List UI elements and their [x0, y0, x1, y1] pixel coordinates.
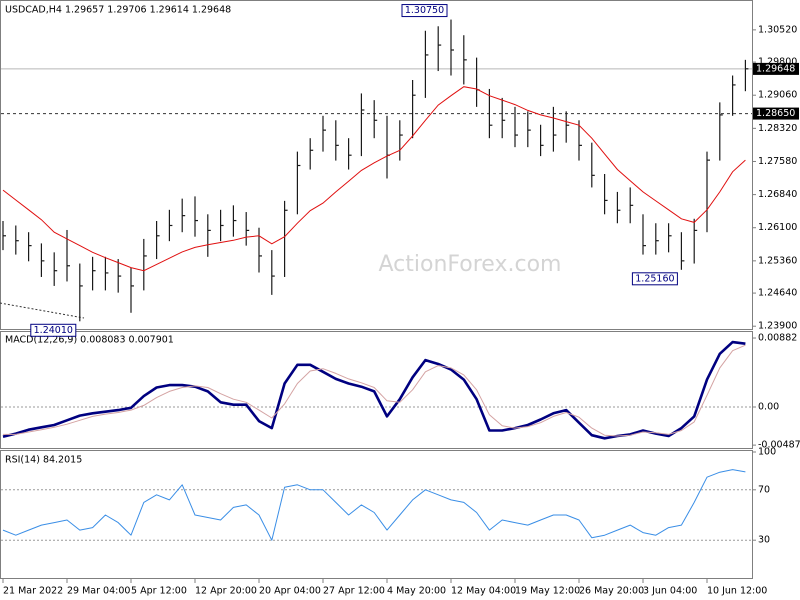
x-tick-label: 20 Apr 04:00 — [259, 586, 321, 597]
x-tick-label: 3 Jun 04:00 — [643, 586, 697, 597]
y-tick-label: 70 — [758, 484, 770, 495]
x-tick-label: 5 Apr 12:00 — [131, 586, 187, 597]
macd-title: MACD(12,26,9) 0.008083 0.007901 — [5, 335, 174, 346]
rsi-title: RSI(14) 84.2015 — [5, 455, 82, 466]
y-tick-label: 1.25360 — [758, 255, 797, 266]
y-tick-label: 100 — [758, 447, 776, 458]
x-tick-label: 29 Mar 04:00 — [67, 586, 130, 597]
x-tick-label: 26 May 20:00 — [579, 586, 644, 597]
y-tick-label: 1.26840 — [758, 189, 797, 200]
annotation-box — [631, 272, 678, 286]
y-tick-label: 1.28320 — [758, 123, 797, 134]
x-tick-label: 27 Apr 12:00 — [323, 586, 385, 597]
x-tick-label: 12 May 04:00 — [451, 586, 516, 597]
y-tick-label: 0.00 — [758, 402, 779, 413]
rsi-panel — [0, 450, 753, 579]
annotation-box — [30, 323, 77, 337]
y-tick-label: 1.29060 — [758, 90, 797, 101]
y-tick-label: 1.27580 — [758, 156, 797, 167]
x-tick-label: 19 May 12:00 — [515, 586, 580, 597]
y-tick-label: -0.004872 — [758, 440, 800, 451]
annotation-label: 1.30750 — [405, 5, 444, 16]
x-tick-label: 12 Apr 20:00 — [195, 586, 257, 597]
indicator-line — [2, 469, 746, 541]
watermark: ActionForex.com — [379, 252, 562, 277]
annotation-box — [401, 4, 448, 18]
y-tick-label: 0.00882 — [758, 333, 797, 344]
x-tick-label: 21 Mar 2022 — [3, 586, 63, 597]
y-tick-label: 1.29800 — [758, 57, 797, 68]
annotation-label: 1.25160 — [635, 273, 674, 284]
price-title: USDCAD,H4 1.29657 1.29706 1.29614 1.2964… — [5, 5, 231, 16]
price-label: 1.28650 — [756, 108, 795, 119]
y-tick-label: 1.26100 — [758, 222, 797, 233]
y-tick-label: 1.30520 — [758, 24, 797, 35]
price-label-box — [753, 107, 799, 120]
y-tick-label: 1.23900 — [758, 321, 797, 332]
moving-average — [2, 86, 746, 272]
price-label-box — [753, 62, 799, 75]
y-tick-label: 1.24640 — [758, 288, 797, 299]
price-panel — [0, 0, 753, 330]
annotation-label: 1.24010 — [34, 325, 73, 336]
price-label: 1.29648 — [756, 63, 795, 74]
x-tick-label: 4 May 20:00 — [387, 586, 446, 597]
indicator-line — [3, 344, 746, 437]
x-tick-label: 10 Jun 12:00 — [707, 586, 767, 597]
y-tick-label: 30 — [758, 535, 770, 546]
